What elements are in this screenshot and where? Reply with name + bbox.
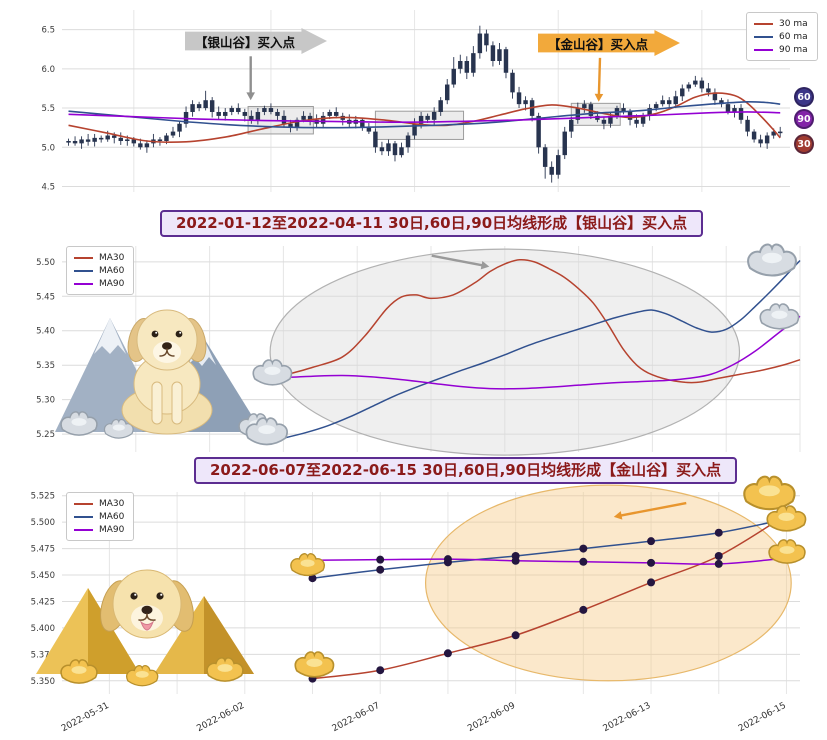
legend-main-chart: 30 ma 60 ma 90 ma bbox=[746, 12, 818, 61]
svg-text:5.525: 5.525 bbox=[31, 492, 55, 502]
legend-item-ma30: MA30 bbox=[74, 497, 124, 510]
svg-text:6.0: 6.0 bbox=[41, 65, 55, 75]
90ma-line-swatch bbox=[754, 48, 773, 51]
svg-text:5.450: 5.450 bbox=[31, 571, 55, 581]
svg-text:2022-06-02: 2022-06-02 bbox=[195, 701, 246, 734]
svg-text:6.5: 6.5 bbox=[41, 26, 55, 36]
badge-label: 30 bbox=[797, 138, 811, 150]
silver-valley-title: 2022-01-12至2022-04-11 30日,60日,90日均线形成【银山… bbox=[160, 210, 704, 237]
30ma-line-swatch bbox=[754, 22, 773, 25]
legend-label: 30 ma bbox=[779, 18, 808, 29]
svg-text:5.400: 5.400 bbox=[31, 624, 55, 634]
legend-label: MA60 bbox=[99, 511, 125, 522]
ma90-end-badge: 90 bbox=[794, 109, 814, 129]
ma30-line-swatch bbox=[74, 256, 93, 259]
legend-item-ma30: MA30 bbox=[74, 251, 124, 264]
svg-text:2022-06-07: 2022-06-07 bbox=[331, 701, 382, 734]
ma90-line-swatch bbox=[74, 528, 93, 531]
legend-label: MA30 bbox=[99, 252, 125, 263]
svg-text:5.50: 5.50 bbox=[36, 258, 55, 268]
legend-silver-chart: MA30 MA60 MA90 bbox=[66, 246, 135, 295]
gold-valley-ma-chart: 5.350 5.375 5.400 5.425 5.450 5.475 5.500 5.525… bbox=[31, 484, 800, 735]
ma60-line-swatch bbox=[74, 515, 93, 518]
ma60-line-swatch bbox=[74, 269, 93, 272]
legend-item-ma90: MA90 bbox=[74, 277, 124, 290]
ma30-line-swatch bbox=[74, 502, 93, 505]
svg-text:5.475: 5.475 bbox=[31, 545, 55, 555]
svg-text:5.0: 5.0 bbox=[41, 143, 55, 153]
legend-label: 60 ma bbox=[779, 31, 808, 42]
legend-item-ma90: MA90 bbox=[74, 523, 124, 536]
badge-label: 60 bbox=[797, 91, 811, 103]
svg-text:2022-05-31: 2022-05-31 bbox=[60, 701, 111, 734]
ma90-line-swatch bbox=[74, 282, 93, 285]
svg-text:5.35: 5.35 bbox=[36, 361, 55, 371]
svg-text:5.350: 5.350 bbox=[31, 677, 55, 687]
svg-text:5.375: 5.375 bbox=[31, 650, 55, 660]
legend-label: MA30 bbox=[99, 498, 125, 509]
60ma-line-swatch bbox=[754, 35, 773, 38]
legend-item-ma60: MA60 bbox=[74, 264, 124, 277]
svg-text:4.5: 4.5 bbox=[41, 183, 55, 193]
badge-label: 90 bbox=[797, 113, 811, 125]
svg-text:5.425: 5.425 bbox=[31, 597, 55, 607]
legend-label: MA60 bbox=[99, 265, 125, 276]
silver-valley-buy-label: 【银山谷】买入点 bbox=[195, 34, 296, 50]
svg-text:5.40: 5.40 bbox=[36, 327, 55, 337]
legend-label: 90 ma bbox=[779, 44, 808, 55]
silver-valley-ma-chart: 5.25 5.30 5.35 5.40 5.45 5.50 bbox=[36, 246, 801, 456]
svg-text:5.5: 5.5 bbox=[41, 104, 55, 114]
silver-valley-buy-callout: 【银山谷】买入点 bbox=[185, 28, 327, 54]
legend-item-60ma: 60 ma bbox=[754, 30, 808, 43]
ma30-end-badge: 30 bbox=[794, 134, 814, 154]
legend-item-ma60: MA60 bbox=[74, 510, 124, 523]
svg-text:5.45: 5.45 bbox=[36, 292, 55, 302]
legend-item-90ma: 90 ma bbox=[754, 43, 808, 56]
gold-valley-title: 2022-06-07至2022-06-15 30日,60日,90日均线形成【金山… bbox=[194, 457, 738, 484]
svg-text:2022-06-15: 2022-06-15 bbox=[737, 701, 788, 734]
legend-gold-chart: MA30 MA60 MA90 bbox=[66, 492, 135, 541]
svg-text:5.30: 5.30 bbox=[36, 396, 55, 406]
legend-label: MA90 bbox=[99, 278, 125, 289]
svg-text:5.25: 5.25 bbox=[36, 430, 55, 440]
svg-text:5.500: 5.500 bbox=[31, 518, 55, 528]
gold-valley-buy-label: 【金山谷】买入点 bbox=[548, 36, 649, 52]
gold-valley-buy-callout: 【金山谷】买入点 bbox=[538, 30, 680, 56]
main-candlestick-chart: 4.5 5.0 5.5 6.0 6.5 bbox=[41, 10, 790, 193]
svg-text:2022-06-13: 2022-06-13 bbox=[602, 701, 653, 734]
ma60-end-badge: 60 bbox=[794, 87, 814, 107]
legend-label: MA90 bbox=[99, 524, 125, 535]
svg-text:2022-06-09: 2022-06-09 bbox=[466, 701, 517, 735]
legend-item-30ma: 30 ma bbox=[754, 17, 808, 30]
